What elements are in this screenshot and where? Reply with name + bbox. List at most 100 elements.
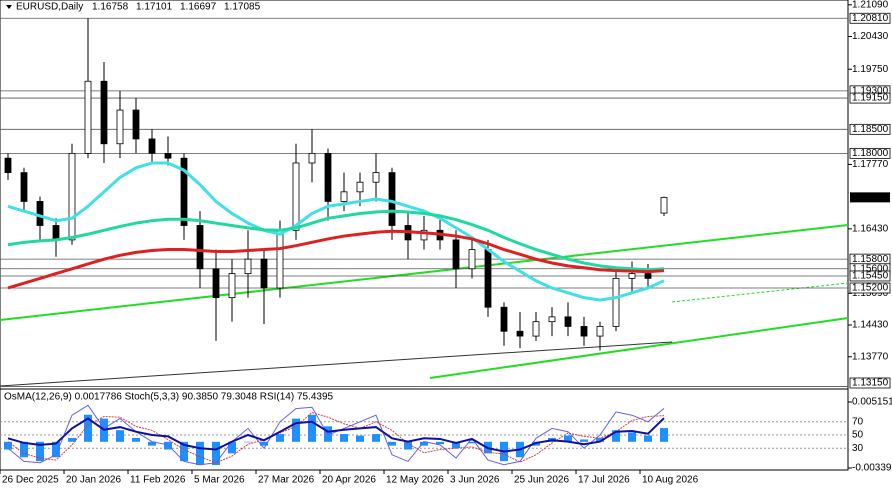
osma-bar	[212, 441, 220, 465]
indicator-title: OsMA(12,26,9) 0.0017786 Stoch(5,3,3) 90.…	[4, 392, 334, 403]
osma-bar	[68, 437, 76, 442]
oscillator-tick-label: 30	[852, 443, 864, 454]
level-label: 1.15450	[852, 271, 889, 282]
level-box	[849, 12, 891, 24]
header-value: 1.16697	[180, 2, 217, 13]
candle-body	[548, 316, 556, 323]
x-tick-label: 11 Feb 2026	[130, 475, 186, 486]
candle-body	[660, 196, 668, 214]
level-label: 1.15200	[852, 283, 889, 294]
x-tick-label: 17 Jul 2026	[578, 475, 630, 486]
oscillator-tick-label: 50	[852, 430, 864, 441]
candle-body	[132, 109, 140, 140]
osma-bar	[564, 435, 572, 442]
candle-body	[68, 152, 76, 241]
candle-body	[276, 229, 284, 289]
moving-average	[7, 229, 665, 290]
level-box	[849, 123, 891, 135]
x-tick-label: 5 Mar 2026	[194, 475, 245, 486]
candle-body	[308, 152, 316, 164]
header-value: 1.17085	[224, 2, 261, 13]
osma-bar	[292, 418, 300, 442]
candle-body	[4, 157, 12, 174]
osma-bar	[132, 437, 140, 442]
menu-arrow	[6, 5, 12, 9]
moving-average	[7, 161, 665, 302]
candle-body	[212, 268, 220, 299]
rsi-line	[7, 417, 665, 453]
osma-bar	[468, 441, 476, 444]
candle-body	[324, 152, 332, 202]
osma-bar	[148, 441, 156, 446]
osma-bar	[196, 441, 204, 465]
candle-body	[612, 277, 620, 327]
current-price-label: 1.17085	[852, 192, 889, 203]
osma-bar	[4, 441, 12, 450]
y-tick-label: 1.16430	[852, 223, 889, 234]
osma-bar	[356, 435, 364, 442]
osma-bar	[452, 441, 460, 448]
x-tick-label: 10 Aug 2026	[642, 475, 699, 486]
candle-body	[356, 181, 364, 193]
osma-bar	[596, 437, 604, 442]
x-tick-label: 25 Jun 2026	[514, 475, 569, 486]
oscillator-tick-label: 70	[852, 416, 864, 427]
osma-tick-label: 0.005151	[852, 397, 892, 408]
trend-line	[0, 224, 849, 321]
level-box	[849, 92, 891, 104]
osma-bar	[372, 434, 380, 442]
y-tick-label: 1.21090	[852, 0, 889, 10]
osma-bar	[388, 441, 396, 446]
osma-bar	[180, 441, 188, 462]
current-price-box	[850, 192, 890, 203]
candle-body	[84, 80, 92, 154]
osma-bar	[612, 430, 620, 442]
candle-body	[596, 326, 604, 337]
candle-body	[484, 249, 492, 308]
y-tick-label: 1.19750	[852, 64, 889, 75]
osma-bar	[116, 430, 124, 442]
osma-bar	[580, 439, 588, 442]
x-tick-label: 26 Dec 2025	[2, 475, 59, 486]
candle-body	[532, 321, 540, 337]
level-box	[849, 147, 891, 159]
candle-body	[148, 138, 156, 154]
moving-average	[7, 209, 665, 272]
level-label: 1.15800	[852, 254, 889, 265]
osma-bar	[420, 441, 428, 446]
osma-tick-label: -0.00339	[852, 463, 892, 474]
x-tick-label: 20 Jan 2026	[66, 475, 121, 486]
osma-bar	[308, 414, 316, 442]
candle-body	[628, 273, 636, 279]
osma-bar	[628, 432, 636, 442]
trend-line	[0, 341, 673, 387]
osma-bar	[276, 434, 284, 442]
osma-bar	[404, 441, 412, 450]
header-value: 1.17101	[136, 2, 173, 13]
candle-body	[340, 191, 348, 202]
x-tick-label: 27 Mar 2026	[258, 475, 315, 486]
x-tick-label: 20 Apr 2026	[322, 475, 376, 486]
candle-body	[36, 201, 44, 226]
osma-bar	[340, 434, 348, 442]
candle-body	[228, 273, 236, 299]
level-label: 1.19150	[852, 93, 889, 104]
level-box	[849, 377, 891, 389]
candle-body	[564, 316, 572, 327]
candle-body	[452, 239, 460, 270]
osma-bar	[84, 414, 92, 442]
candle-body	[292, 162, 300, 231]
trend-line	[671, 282, 849, 303]
x-tick-label: 3 Jun 2026	[450, 475, 500, 486]
trend-lines	[0, 224, 849, 387]
osma-bar	[228, 441, 236, 454]
level-label: 1.18500	[852, 124, 889, 135]
candle-body	[516, 330, 524, 337]
osma-bar	[52, 441, 60, 458]
level-box	[849, 282, 891, 294]
y-tick-label: 1.13770	[852, 351, 889, 362]
level-label: 1.15600	[852, 263, 889, 274]
level-label: 1.13150	[852, 378, 889, 389]
candle-body	[52, 225, 60, 241]
